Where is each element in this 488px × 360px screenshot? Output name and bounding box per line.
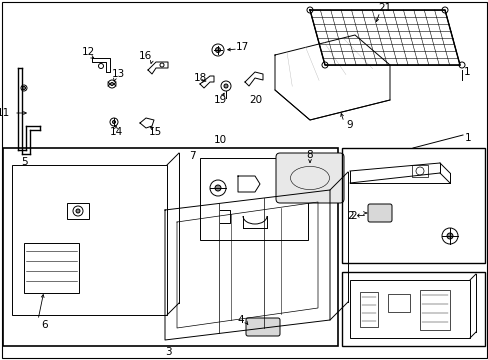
Text: 16: 16 (138, 51, 151, 61)
Text: 14: 14 (109, 127, 122, 137)
Text: 18: 18 (193, 73, 206, 83)
Text: 13: 13 (111, 69, 124, 79)
Text: 11: 11 (0, 108, 10, 118)
Text: 21: 21 (378, 3, 391, 13)
Bar (24, 243, 79, 293)
Text: 15: 15 (148, 127, 162, 137)
Text: 10: 10 (213, 135, 226, 145)
Bar (3, 148, 337, 346)
Bar (359, 292, 377, 327)
Bar (341, 148, 484, 263)
Text: 8: 8 (306, 150, 313, 160)
Circle shape (215, 185, 221, 191)
Bar (419, 290, 449, 330)
Text: 9: 9 (346, 120, 353, 130)
FancyBboxPatch shape (275, 153, 343, 203)
Bar (349, 280, 469, 338)
Text: 1: 1 (464, 133, 470, 143)
Bar (341, 272, 484, 346)
Text: 3: 3 (164, 347, 171, 357)
Text: 1: 1 (463, 67, 469, 77)
Bar (67, 203, 89, 219)
FancyBboxPatch shape (367, 204, 391, 222)
Text: 2←: 2← (349, 211, 365, 221)
Text: 19: 19 (213, 95, 226, 105)
Bar (411, 165, 427, 177)
Text: 4: 4 (237, 315, 244, 325)
Circle shape (215, 48, 220, 53)
Circle shape (22, 86, 25, 90)
Text: 6: 6 (41, 320, 48, 330)
Bar (387, 294, 409, 312)
Text: 20: 20 (249, 95, 262, 105)
Circle shape (446, 233, 452, 239)
Bar (200, 158, 307, 240)
Text: 17: 17 (235, 42, 248, 52)
FancyBboxPatch shape (245, 318, 280, 336)
Text: 7: 7 (189, 151, 196, 161)
Circle shape (224, 84, 227, 88)
Text: 5: 5 (21, 157, 28, 167)
Circle shape (76, 209, 80, 213)
Text: 12: 12 (81, 47, 95, 57)
Circle shape (110, 82, 113, 85)
Circle shape (112, 121, 115, 123)
Text: 2: 2 (346, 211, 353, 221)
Bar (12, 165, 167, 315)
